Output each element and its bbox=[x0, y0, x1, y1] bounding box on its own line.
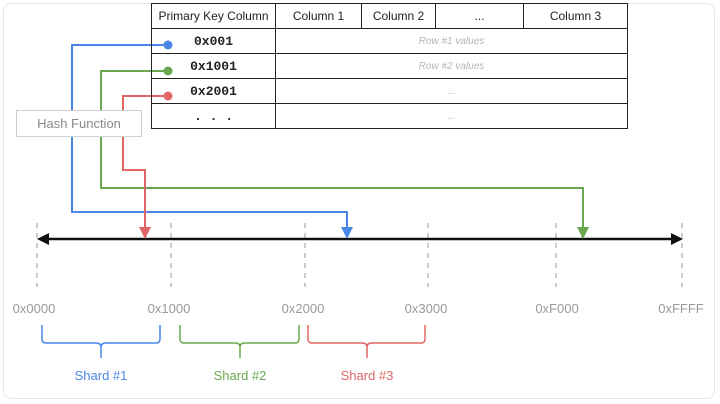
header-column-3: Column 3 bbox=[524, 4, 628, 29]
row-2-key: 0x1001 bbox=[152, 54, 276, 79]
table-row: . . . ... bbox=[152, 104, 628, 129]
header-ellipsis: ... bbox=[436, 4, 524, 29]
row-4-values: ... bbox=[276, 104, 628, 129]
row-2-values: Row #2 values bbox=[276, 54, 628, 79]
row2-arrowhead bbox=[577, 227, 589, 239]
tick-label-0x1000: 0x1000 bbox=[148, 301, 191, 316]
tick-label-0xF000: 0xF000 bbox=[535, 301, 578, 316]
tick-label-0x3000: 0x3000 bbox=[405, 301, 448, 316]
key-table: Primary Key Column Column 1 Column 2 ...… bbox=[151, 3, 628, 129]
row-4-key: . . . bbox=[152, 104, 276, 129]
row-1-key: 0x001 bbox=[152, 29, 276, 54]
shard-3-brace bbox=[308, 325, 425, 358]
shard-1-brace bbox=[42, 325, 160, 358]
tick-label-0xFFFF: 0xFFFF bbox=[658, 301, 704, 316]
row-3-key: 0x2001 bbox=[152, 79, 276, 104]
header-column-1: Column 1 bbox=[276, 4, 362, 29]
row3-arrowhead bbox=[139, 227, 151, 239]
axis-arrowhead-right bbox=[671, 233, 683, 245]
tick-labels: 0x0000 0x1000 0x2000 0x3000 0xF000 0xFFF… bbox=[13, 301, 704, 316]
header-primary-key: Primary Key Column bbox=[152, 4, 276, 29]
axis-arrowhead-left bbox=[37, 233, 49, 245]
header-column-2: Column 2 bbox=[362, 4, 436, 29]
hash-function-box: Hash Function bbox=[16, 110, 142, 137]
table-row: 0x001 Row #1 values bbox=[152, 29, 628, 54]
row-1-values: Row #1 values bbox=[276, 29, 628, 54]
shard-2-label: Shard #2 bbox=[214, 368, 267, 383]
table-row: 0x2001 ... bbox=[152, 79, 628, 104]
shard-3-label: Shard #3 bbox=[341, 368, 394, 383]
table-header-row: Primary Key Column Column 1 Column 2 ...… bbox=[152, 4, 628, 29]
row-3-values: ... bbox=[276, 79, 628, 104]
shard-2-brace bbox=[180, 325, 299, 358]
shard-1-label: Shard #1 bbox=[75, 368, 128, 383]
table-row: 0x1001 Row #2 values bbox=[152, 54, 628, 79]
tick-label-0x2000: 0x2000 bbox=[282, 301, 325, 316]
tick-label-0x0000: 0x0000 bbox=[13, 301, 56, 316]
row1-arrowhead bbox=[341, 227, 353, 239]
